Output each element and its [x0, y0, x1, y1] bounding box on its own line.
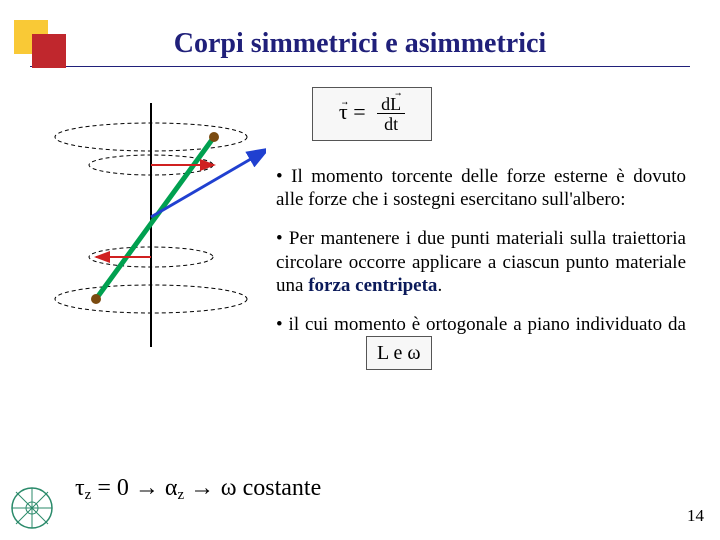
- formula-lhs: τ: [339, 99, 348, 124]
- arrow-icon: →: [135, 474, 159, 501]
- formula-num: dL: [381, 94, 401, 114]
- page-title: Corpi simmetrici e asimmetrici: [0, 0, 720, 60]
- corner-decoration: [0, 20, 70, 75]
- l-omega-formula: L e ω: [366, 336, 432, 370]
- page-number: 14: [687, 506, 704, 526]
- bullet-2-tail: .: [437, 275, 442, 296]
- institution-logo-icon: [10, 486, 54, 530]
- omega-symbol: ω: [221, 475, 237, 501]
- constant-text: costante: [237, 475, 322, 501]
- bottom-equation: τz = 0 → αz → ω costante: [75, 474, 321, 504]
- bullet-2-emphasis: forza centripeta: [308, 275, 437, 296]
- bullet-list: • Il momento torcente delle forze estern…: [276, 165, 686, 386]
- arrow-icon: →: [190, 474, 221, 501]
- bullet-3-text: • il cui momento è ortogonale a piano in…: [276, 314, 686, 335]
- bullet-1: • Il momento torcente delle forze estern…: [276, 165, 686, 211]
- bullet-3: • il cui momento è ortogonale a piano in…: [276, 313, 686, 371]
- red-square: [32, 34, 66, 68]
- formula-den: dt: [377, 114, 405, 136]
- torque-formula: τ⃗ = dL⃗ dt: [312, 87, 432, 141]
- bullet-2: • Per mantenere i due punti materiali su…: [276, 227, 686, 297]
- alpha-subscript: z: [177, 487, 184, 503]
- equals-zero: = 0: [91, 475, 135, 501]
- tau-symbol: τ: [75, 475, 85, 501]
- rotation-diagram: [36, 87, 266, 357]
- alpha-symbol: α: [165, 475, 178, 501]
- title-underline: [30, 66, 690, 67]
